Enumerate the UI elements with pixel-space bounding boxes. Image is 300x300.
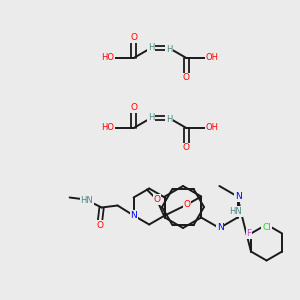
Text: Cl: Cl [262, 223, 271, 232]
Text: OH: OH [206, 124, 219, 133]
Text: N: N [130, 211, 137, 220]
Text: O: O [184, 200, 191, 209]
Text: O: O [153, 195, 160, 204]
Text: O: O [183, 74, 190, 82]
Text: HO: HO [101, 124, 114, 133]
Text: H: H [148, 43, 154, 52]
Text: O: O [130, 34, 137, 43]
Text: HN: HN [229, 207, 242, 216]
Text: N: N [235, 192, 242, 201]
Text: F: F [246, 229, 251, 238]
Text: H: H [166, 44, 172, 53]
Text: H: H [166, 115, 172, 124]
Text: H: H [148, 112, 154, 122]
Text: HN: HN [80, 196, 93, 205]
Text: HO: HO [101, 53, 114, 62]
Text: O: O [183, 143, 190, 152]
Text: O: O [96, 221, 103, 230]
Text: O: O [130, 103, 137, 112]
Text: OH: OH [206, 53, 219, 62]
Text: N: N [217, 224, 224, 232]
